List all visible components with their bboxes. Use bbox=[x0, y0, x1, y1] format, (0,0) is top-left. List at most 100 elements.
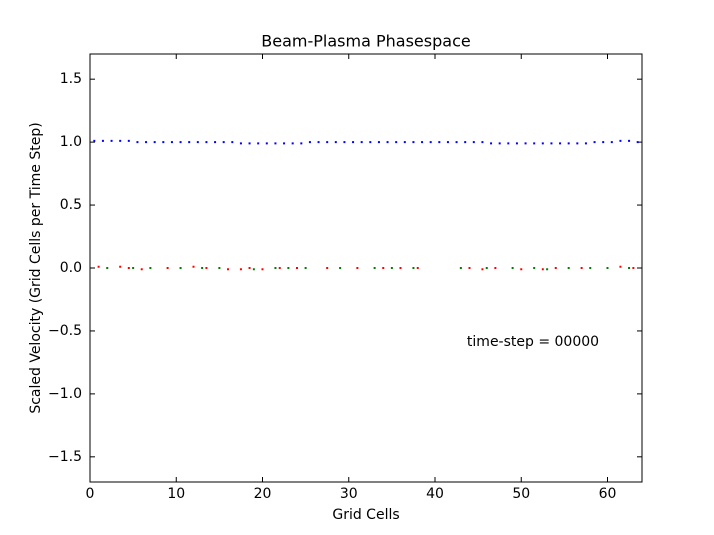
point bbox=[119, 139, 122, 142]
point bbox=[619, 139, 622, 142]
point bbox=[584, 142, 587, 145]
annotation: time-step = 00000 bbox=[467, 334, 599, 350]
point bbox=[446, 141, 449, 144]
point bbox=[196, 141, 199, 144]
point bbox=[119, 265, 122, 268]
point bbox=[106, 267, 109, 269]
point bbox=[481, 268, 484, 271]
point bbox=[550, 142, 553, 145]
x-axis-label: Grid Cells bbox=[332, 507, 399, 523]
y-tick-label: 0.0 bbox=[60, 260, 82, 276]
y-tick-label: −0.5 bbox=[48, 323, 82, 339]
point bbox=[274, 267, 277, 269]
point bbox=[373, 267, 376, 269]
point bbox=[308, 141, 311, 144]
point bbox=[300, 142, 303, 145]
point bbox=[559, 142, 562, 145]
point bbox=[498, 142, 501, 145]
point bbox=[472, 141, 475, 144]
point bbox=[231, 141, 234, 144]
point bbox=[304, 267, 307, 269]
point bbox=[593, 141, 596, 144]
point bbox=[567, 267, 570, 269]
point bbox=[610, 141, 613, 144]
point bbox=[287, 267, 290, 269]
point bbox=[386, 141, 389, 144]
point bbox=[261, 268, 264, 271]
point bbox=[382, 267, 385, 269]
point bbox=[485, 267, 488, 269]
point bbox=[403, 141, 406, 144]
point bbox=[628, 139, 631, 142]
point bbox=[257, 142, 260, 145]
point bbox=[416, 267, 419, 269]
point bbox=[153, 141, 156, 144]
point bbox=[636, 141, 639, 144]
point bbox=[291, 142, 294, 145]
point bbox=[412, 141, 415, 144]
point bbox=[166, 267, 169, 269]
point bbox=[628, 267, 631, 269]
point bbox=[162, 141, 165, 144]
chart-title: Beam-Plasma Phasespace bbox=[261, 32, 470, 51]
point bbox=[145, 141, 148, 144]
point bbox=[97, 265, 100, 268]
point bbox=[283, 142, 286, 145]
point bbox=[455, 141, 458, 144]
point bbox=[369, 141, 372, 144]
point bbox=[239, 268, 242, 271]
point bbox=[132, 267, 135, 269]
point bbox=[265, 142, 268, 145]
point bbox=[377, 141, 380, 144]
x-tick-label: 10 bbox=[167, 486, 185, 502]
point bbox=[192, 265, 195, 268]
point bbox=[149, 267, 152, 269]
point bbox=[222, 141, 225, 144]
point bbox=[468, 267, 471, 269]
point bbox=[127, 267, 130, 269]
point bbox=[464, 141, 467, 144]
point bbox=[93, 139, 96, 142]
y-tick-label: −1.5 bbox=[48, 449, 82, 465]
point bbox=[533, 267, 536, 269]
point bbox=[533, 142, 536, 145]
point bbox=[606, 267, 609, 269]
point bbox=[334, 141, 337, 144]
point bbox=[421, 141, 424, 144]
y-axis-label: Scaled Velocity (Grid Cells per Time Ste… bbox=[28, 122, 44, 413]
point bbox=[490, 142, 493, 145]
point bbox=[136, 141, 139, 144]
point bbox=[278, 267, 281, 269]
y-tick-label: 0.5 bbox=[60, 197, 82, 213]
point bbox=[188, 141, 191, 144]
plot-frame bbox=[89, 53, 643, 483]
point bbox=[326, 141, 329, 144]
y-tick-label: 1.5 bbox=[60, 71, 82, 87]
point bbox=[494, 267, 497, 269]
point bbox=[110, 139, 113, 142]
point bbox=[274, 142, 277, 145]
point bbox=[356, 267, 359, 269]
point bbox=[317, 141, 320, 144]
y-tick-label: −1.0 bbox=[48, 386, 82, 402]
point bbox=[179, 267, 182, 269]
point bbox=[554, 267, 557, 269]
point bbox=[127, 139, 130, 142]
point bbox=[481, 141, 484, 144]
x-tick-label: 20 bbox=[254, 486, 272, 502]
point bbox=[515, 142, 518, 145]
point bbox=[352, 141, 355, 144]
point bbox=[541, 142, 544, 145]
x-tick-label: 40 bbox=[426, 486, 444, 502]
point bbox=[214, 141, 217, 144]
point bbox=[438, 141, 441, 144]
point bbox=[227, 268, 229, 271]
point bbox=[218, 267, 221, 269]
point bbox=[205, 141, 208, 144]
point bbox=[248, 267, 251, 269]
point bbox=[252, 268, 255, 271]
point bbox=[201, 267, 204, 269]
y-tick-label: 1.0 bbox=[60, 134, 82, 150]
point bbox=[101, 139, 104, 142]
point bbox=[170, 141, 173, 144]
